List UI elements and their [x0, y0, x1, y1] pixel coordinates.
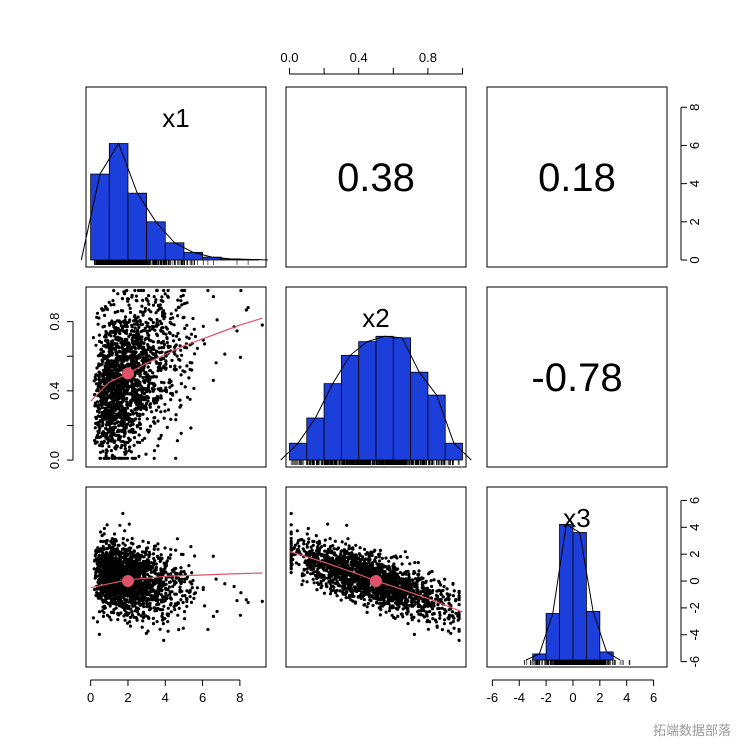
fit-center-point-x1_x3: [121, 575, 134, 588]
x3-right-axis-tick-label: -4: [687, 629, 702, 641]
x3-axis-tick-label: -2: [540, 690, 552, 705]
x3-right-axis-tick-label: 2: [687, 551, 702, 558]
panel-frame-r1c2: [285, 86, 467, 268]
scatter-x1_x3: [90, 511, 264, 642]
x1-axis-tick-label: 4: [162, 690, 169, 705]
hist-bar-x2: [306, 417, 325, 461]
hist-bar-x2: [410, 371, 429, 461]
correlation-value-r1c2: 0.38: [337, 156, 415, 200]
panel-frame-r2c2: [285, 286, 467, 468]
x3-axis-tick-label: 0: [569, 690, 576, 705]
panel-frame-r2c3: [486, 286, 668, 468]
watermark-text: 拓端数据部落: [652, 724, 731, 739]
x3-right-axis-tick-label: 4: [687, 524, 702, 531]
panel-frame-r3c1: [85, 486, 267, 668]
correlation-value-r2c3: -0.78: [531, 356, 622, 400]
variable-label-x2: x2: [362, 303, 389, 333]
hist-count-axis-tick-label: 2: [687, 218, 702, 225]
hist-bar-x3: [572, 532, 587, 661]
x1-axis-tick-label: 8: [236, 690, 243, 705]
x2-left-axis-tick-label: 0.4: [47, 382, 62, 400]
x3-axis-tick-label: 6: [650, 690, 657, 705]
fit-center-point-x2_x3: [370, 575, 382, 588]
hist-count-axis-tick-label: 4: [687, 180, 702, 187]
hist-count-axis-tick-label: 8: [687, 104, 702, 111]
hist-bar-x2: [444, 442, 463, 461]
hist-bar-x3: [559, 523, 574, 661]
rug-x3: [524, 660, 631, 665]
rug-x2: [290, 460, 460, 465]
x3-right-axis-tick-label: -6: [687, 656, 702, 668]
x3-axis-tick-label: 2: [596, 690, 603, 705]
correlation-value-r1c3: 0.18: [538, 156, 616, 200]
fit-center-point-x1_x2: [121, 367, 134, 380]
hist-bar-x2: [358, 341, 377, 461]
hist-bar-x3: [599, 651, 614, 661]
scatter-points-x1_x3: [91, 511, 264, 642]
histogram-x2: [280, 335, 472, 465]
hist-bar-x3: [586, 611, 601, 661]
hist-bar-x1: [164, 242, 185, 261]
x3-right-axis-tick-label: -2: [687, 602, 702, 614]
x1-axis-tick-label: 6: [199, 690, 206, 705]
hist-bar-x3: [532, 653, 547, 661]
histogram-x3: [524, 523, 631, 665]
hist-bar-x2: [375, 335, 394, 461]
x3-right-axis-tick-label: 6: [687, 497, 702, 504]
x3-axis-tick-label: -6: [487, 690, 499, 705]
scatter-points-x1_x2: [91, 288, 264, 460]
panel-frame-r1c3: [486, 86, 668, 268]
variable-label-x3: x3: [563, 503, 590, 533]
hist-bar-x2: [340, 354, 360, 461]
fit-line-x1_x2: [90, 317, 263, 402]
hist-count-axis-tick-label: 6: [687, 142, 702, 149]
histogram-x1: [80, 142, 268, 265]
hist-bar-x1: [146, 221, 166, 261]
panel-frame-r1c1: [85, 86, 267, 268]
density-curve-x3: [525, 523, 621, 661]
density-curve-x2: [280, 335, 472, 461]
scatter-x2_x3: [289, 511, 463, 643]
hist-bar-x2: [427, 394, 446, 461]
density-curve-x1: [80, 142, 268, 261]
x1-axis-tick-label: 2: [124, 690, 131, 705]
x2-left-axis-tick-label: 0.0: [47, 451, 62, 469]
hist-bar-x1: [183, 251, 203, 261]
x3-axis-tick-label: 4: [623, 690, 630, 705]
x2-left-axis-tick-label: 0.8: [47, 313, 62, 331]
hist-bar-x1: [90, 173, 110, 261]
hist-bar-x2: [392, 337, 412, 461]
x3-right-axis-tick-label: 0: [687, 577, 702, 584]
fit-line-x1_x3: [90, 572, 263, 589]
panel-frame-r2c1: [85, 286, 267, 468]
panel-frame-r3c3: [486, 486, 668, 668]
hist-count-axis-tick-label: 0: [687, 256, 702, 263]
x2-top-axis-tick-label: 0.0: [280, 50, 298, 65]
x1-axis-tick-label: 0: [87, 690, 94, 705]
x3-axis-tick-label: -4: [513, 690, 525, 705]
x2-top-axis-tick-label: 0.4: [350, 50, 368, 65]
hist-bar-x3: [545, 613, 560, 661]
hist-bar-x2: [289, 442, 308, 461]
x2-top-axis-tick-label: 0.8: [419, 50, 437, 65]
rug-x1: [93, 260, 249, 265]
variable-label-x1: x1: [162, 103, 189, 133]
scatter-x1_x2: [90, 288, 264, 460]
panel-frame-r3c2: [285, 486, 467, 668]
